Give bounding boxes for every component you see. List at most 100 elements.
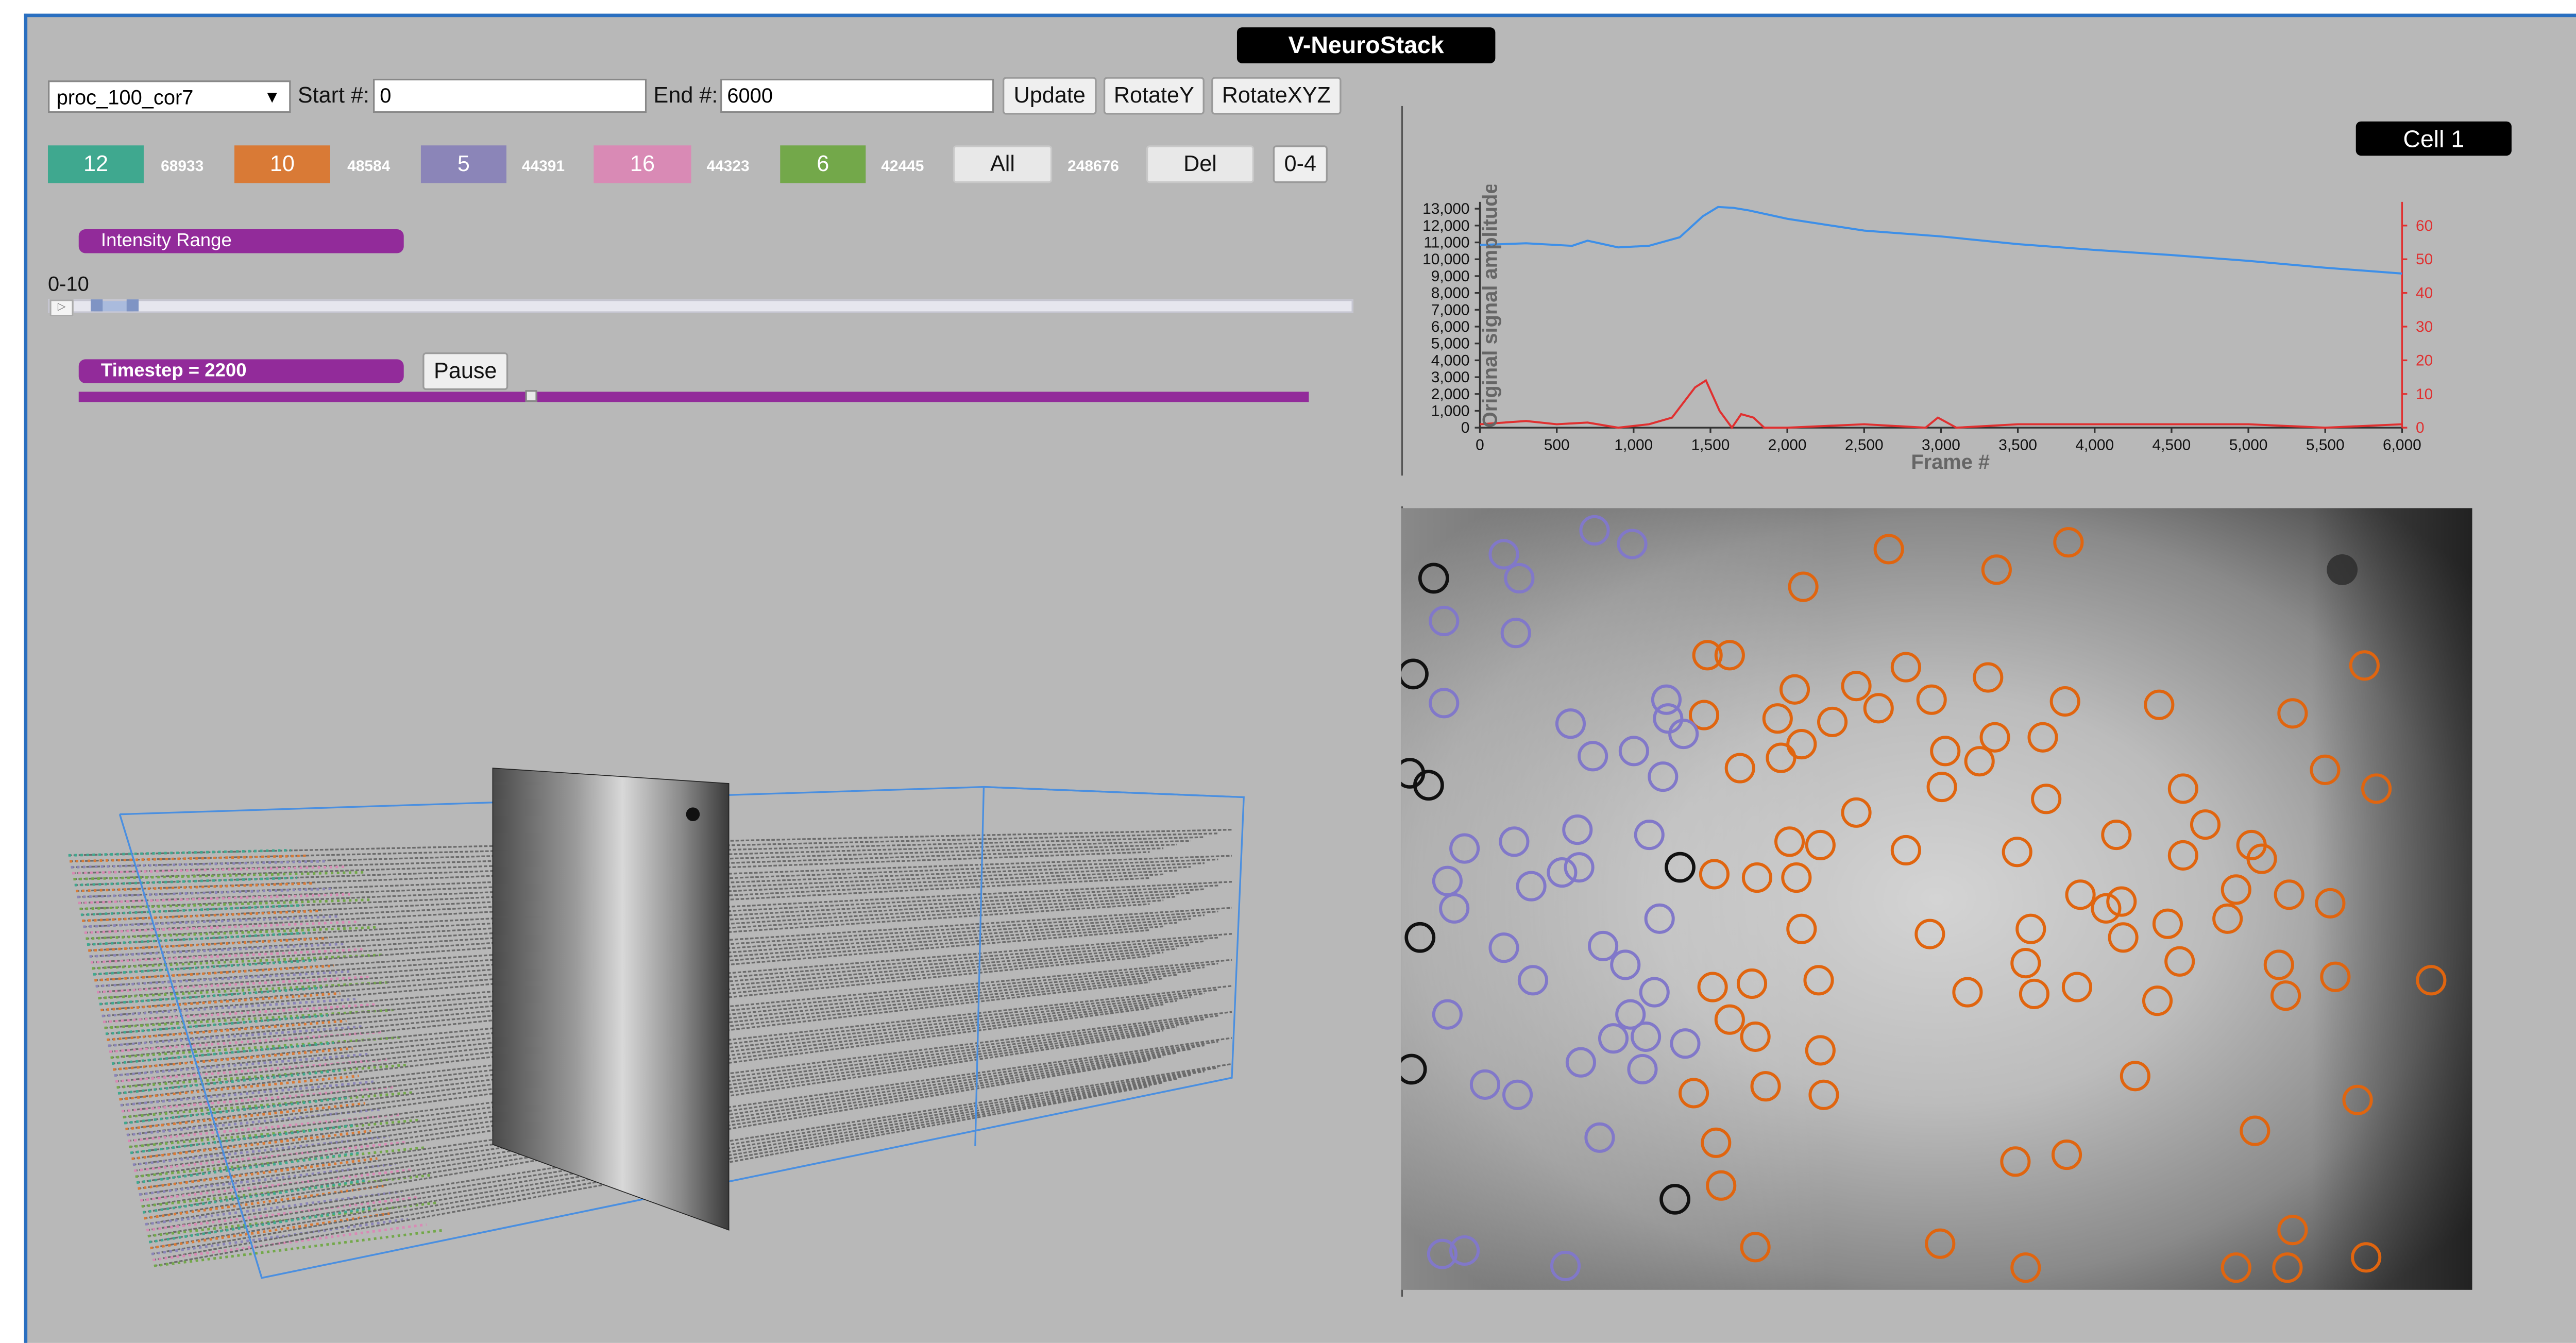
cell-marker-orange[interactable] bbox=[2120, 1061, 2150, 1092]
cell-marker-orange[interactable] bbox=[1890, 652, 1921, 683]
play-icon[interactable]: ▷ bbox=[49, 299, 74, 317]
cell-marker-orange[interactable] bbox=[2061, 972, 2093, 1002]
cell-marker-orange[interactable] bbox=[1688, 700, 1720, 730]
cell-marker-orange[interactable] bbox=[1890, 835, 1921, 865]
cell-marker-purple[interactable] bbox=[1439, 893, 1470, 924]
cell-marker-purple[interactable] bbox=[1627, 1053, 1658, 1085]
cell-marker-orange[interactable] bbox=[1714, 640, 1745, 671]
cell-marker-purple[interactable] bbox=[1469, 1069, 1501, 1100]
range-button[interactable]: 0-4 bbox=[1273, 145, 1328, 183]
cell-marker-orange[interactable] bbox=[2015, 913, 2046, 944]
cell-marker-purple[interactable] bbox=[1651, 684, 1682, 715]
cell-marker-purple[interactable] bbox=[1639, 977, 1670, 1008]
cell-marker-orange[interactable] bbox=[1805, 1035, 1836, 1066]
cell-marker-purple[interactable] bbox=[1502, 1079, 1533, 1110]
cell-marker-purple[interactable] bbox=[1449, 1235, 1480, 1266]
cell-marker-black[interactable] bbox=[1418, 563, 1449, 594]
cell-marker-orange[interactable] bbox=[1741, 862, 1773, 893]
cell-marker-orange[interactable] bbox=[2221, 874, 2251, 905]
cell-marker-purple[interactable] bbox=[1584, 1122, 1615, 1153]
cell-marker-orange[interactable] bbox=[2416, 965, 2447, 996]
cell-marker-orange[interactable] bbox=[1817, 706, 1848, 737]
dataset-select[interactable]: proc_100_cor7 ▼ bbox=[47, 80, 291, 113]
cluster-chip[interactable]: 10 bbox=[234, 145, 330, 183]
cell-marker-orange[interactable] bbox=[1973, 662, 2004, 693]
cell-marker-orange[interactable] bbox=[1692, 640, 1723, 671]
cell-marker-orange[interactable] bbox=[1805, 829, 1836, 861]
cell-marker-purple[interactable] bbox=[1598, 1023, 1629, 1054]
cell-marker-purple[interactable] bbox=[1578, 741, 1608, 772]
cell-marker-purple[interactable] bbox=[1517, 965, 1548, 996]
cell-marker-orange[interactable] bbox=[1781, 862, 1812, 893]
cell-marker-purple[interactable] bbox=[1488, 539, 1519, 570]
cell-marker-orange[interactable] bbox=[1779, 674, 1810, 705]
cell-marker-orange[interactable] bbox=[1699, 859, 1730, 890]
cell-marker-orange[interactable] bbox=[2027, 722, 2058, 753]
cell-marker-orange[interactable] bbox=[2315, 888, 2346, 919]
timestep-slider[interactable] bbox=[78, 390, 1309, 402]
cell-marker-orange[interactable] bbox=[2051, 1139, 2082, 1170]
cell-marker-orange[interactable] bbox=[1930, 736, 1961, 767]
cell-marker-orange[interactable] bbox=[1841, 797, 1872, 828]
cell-marker-purple[interactable] bbox=[1499, 826, 1530, 857]
cell-marker-black[interactable] bbox=[1659, 1183, 1690, 1215]
cell-marker-orange[interactable] bbox=[2190, 809, 2221, 840]
cell-marker-orange[interactable] bbox=[2240, 1115, 2270, 1146]
cell-marker-orange[interactable] bbox=[2320, 961, 2351, 992]
cell-marker-purple[interactable] bbox=[1555, 708, 1586, 739]
cell-marker-purple[interactable] bbox=[1653, 703, 1684, 734]
cell-marker-orange[interactable] bbox=[2152, 908, 2183, 939]
cell-marker-orange[interactable] bbox=[1926, 772, 1957, 803]
cell-marker-orange[interactable] bbox=[2091, 893, 2122, 924]
cell-marker-orange[interactable] bbox=[1964, 746, 1995, 777]
stack-3d-view[interactable] bbox=[52, 753, 1283, 1291]
cell-markers[interactable] bbox=[1401, 515, 2447, 1283]
cell-marker-purple[interactable] bbox=[1648, 761, 1679, 792]
cell-marker-orange[interactable] bbox=[1803, 965, 1834, 996]
cell-marker-purple[interactable] bbox=[1504, 563, 1535, 593]
cell-marker-orange[interactable] bbox=[1736, 968, 1768, 999]
cell-marker-orange[interactable] bbox=[2349, 650, 2380, 681]
cell-marker-purple[interactable] bbox=[1668, 719, 1699, 750]
cell-marker-orange[interactable] bbox=[2065, 879, 2096, 910]
cell-marker-orange[interactable] bbox=[2221, 1252, 2251, 1283]
cluster-chip[interactable]: 16 bbox=[594, 145, 691, 183]
cell-marker-purple[interactable] bbox=[1550, 1250, 1581, 1281]
cell-map-image[interactable] bbox=[1401, 508, 2472, 1290]
cell-marker-orange[interactable] bbox=[2101, 819, 2132, 851]
cell-marker-orange[interactable] bbox=[1774, 826, 1805, 857]
cell-marker-orange[interactable] bbox=[1714, 1004, 1745, 1035]
cell-marker-orange[interactable] bbox=[2342, 1084, 2373, 1115]
cell-marker-orange[interactable] bbox=[2053, 527, 2084, 558]
cell-marker-orange[interactable] bbox=[2010, 948, 2041, 979]
cell-marker-orange[interactable] bbox=[2212, 903, 2243, 934]
cell-marker-orange[interactable] bbox=[1841, 671, 1872, 702]
cell-marker-orange[interactable] bbox=[2246, 843, 2277, 874]
cell-marker-orange[interactable] bbox=[2263, 949, 2294, 980]
cell-marker-orange[interactable] bbox=[2142, 985, 2173, 1016]
cell-marker-orange[interactable] bbox=[1697, 972, 1728, 1002]
update-button[interactable]: Update bbox=[1002, 77, 1097, 115]
cell-marker-purple[interactable] bbox=[1617, 529, 1648, 559]
pause-button[interactable]: Pause bbox=[422, 352, 509, 390]
cell-marker-purple[interactable] bbox=[1432, 999, 1463, 1030]
cell-marker-purple[interactable] bbox=[1562, 814, 1593, 845]
cell-marker-purple[interactable] bbox=[1579, 515, 1610, 546]
cell-marker-orange[interactable] bbox=[1750, 1071, 1781, 1102]
cell-marker-orange[interactable] bbox=[1981, 554, 2012, 585]
cluster-chip[interactable]: 5 bbox=[420, 145, 506, 183]
cell-marker-orange[interactable] bbox=[2144, 689, 2175, 720]
start-input[interactable]: 0 bbox=[372, 78, 647, 113]
cell-marker-orange[interactable] bbox=[2277, 1215, 2308, 1246]
cell-marker-black[interactable] bbox=[1665, 852, 1696, 883]
cell-marker-purple[interactable] bbox=[1615, 999, 1646, 1030]
cell-marker-purple[interactable] bbox=[1429, 605, 1460, 637]
cell-marker-purple[interactable] bbox=[1564, 852, 1595, 883]
cell-marker-orange[interactable] bbox=[1952, 977, 1983, 1008]
cell-marker-orange[interactable] bbox=[1740, 1232, 1771, 1263]
cell-marker-purple[interactable] bbox=[1588, 930, 1619, 961]
cell-marker-purple[interactable] bbox=[1500, 618, 1531, 649]
cell-marker-orange[interactable] bbox=[1863, 693, 1894, 724]
cell-marker-orange[interactable] bbox=[1701, 1127, 1732, 1158]
cell-marker-purple[interactable] bbox=[1565, 1047, 1596, 1078]
